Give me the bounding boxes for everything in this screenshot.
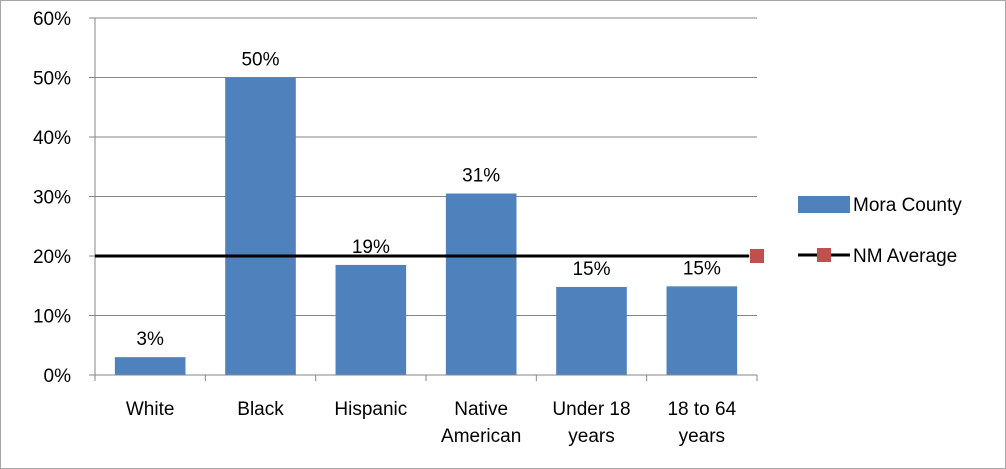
legend: Mora County NM Average	[798, 195, 962, 267]
y-tick-label: 30%	[33, 188, 71, 209]
x-category-label-line: 18 to 64	[667, 399, 736, 420]
y-tick-label: 50%	[33, 69, 71, 90]
bar	[335, 264, 407, 375]
x-category-label: Black	[237, 399, 284, 420]
x-category-label: Hispanic	[334, 399, 407, 420]
data-label: 15%	[683, 258, 721, 279]
bar	[666, 286, 738, 375]
x-category-label-line: Black	[237, 399, 284, 420]
bar	[445, 193, 517, 375]
legend-label-mora-county: Mora County	[853, 195, 962, 216]
y-tick-label: 20%	[33, 247, 71, 268]
x-category-label: Under 18 years	[552, 399, 630, 447]
y-tick-label: 10%	[33, 307, 71, 328]
y-tick-label: 40%	[33, 128, 71, 149]
data-label: 15%	[572, 259, 610, 280]
x-category-label: Native American	[441, 399, 521, 447]
x-category-label-line: American	[441, 426, 521, 447]
x-category-label: 18 to 64 years	[667, 399, 736, 447]
x-category-label-line: Hispanic	[334, 399, 407, 420]
bars	[114, 77, 738, 375]
x-category-label-line: White	[126, 399, 175, 420]
data-label: 19%	[352, 237, 390, 258]
data-label: 50%	[241, 50, 279, 71]
x-category-label-line: years	[568, 426, 614, 447]
x-category-label-line: Under 18	[552, 399, 630, 420]
axes: 0% 10% 20% 30% 40% 50% 60% White Black Hispanic Na…	[33, 9, 758, 447]
data-labels: 3% 50% 19% 31% 15% 15%	[136, 50, 721, 351]
bar	[114, 357, 186, 375]
x-category-label-line: Native	[454, 399, 508, 420]
y-tick-label: 0%	[44, 366, 72, 387]
bar	[556, 286, 627, 375]
x-category-label-line: years	[679, 426, 725, 447]
data-label: 3%	[136, 329, 164, 350]
reference-line-group	[95, 249, 764, 263]
x-category-label: White	[126, 399, 175, 420]
legend-label-nm-average: NM Average	[853, 246, 957, 267]
nm-average-marker	[750, 249, 764, 263]
bar	[225, 77, 296, 375]
data-label: 31%	[462, 166, 500, 187]
y-tick-label: 60%	[33, 9, 71, 30]
legend-swatch-mora-county	[798, 196, 850, 213]
legend-marker-nm-average	[817, 248, 831, 262]
